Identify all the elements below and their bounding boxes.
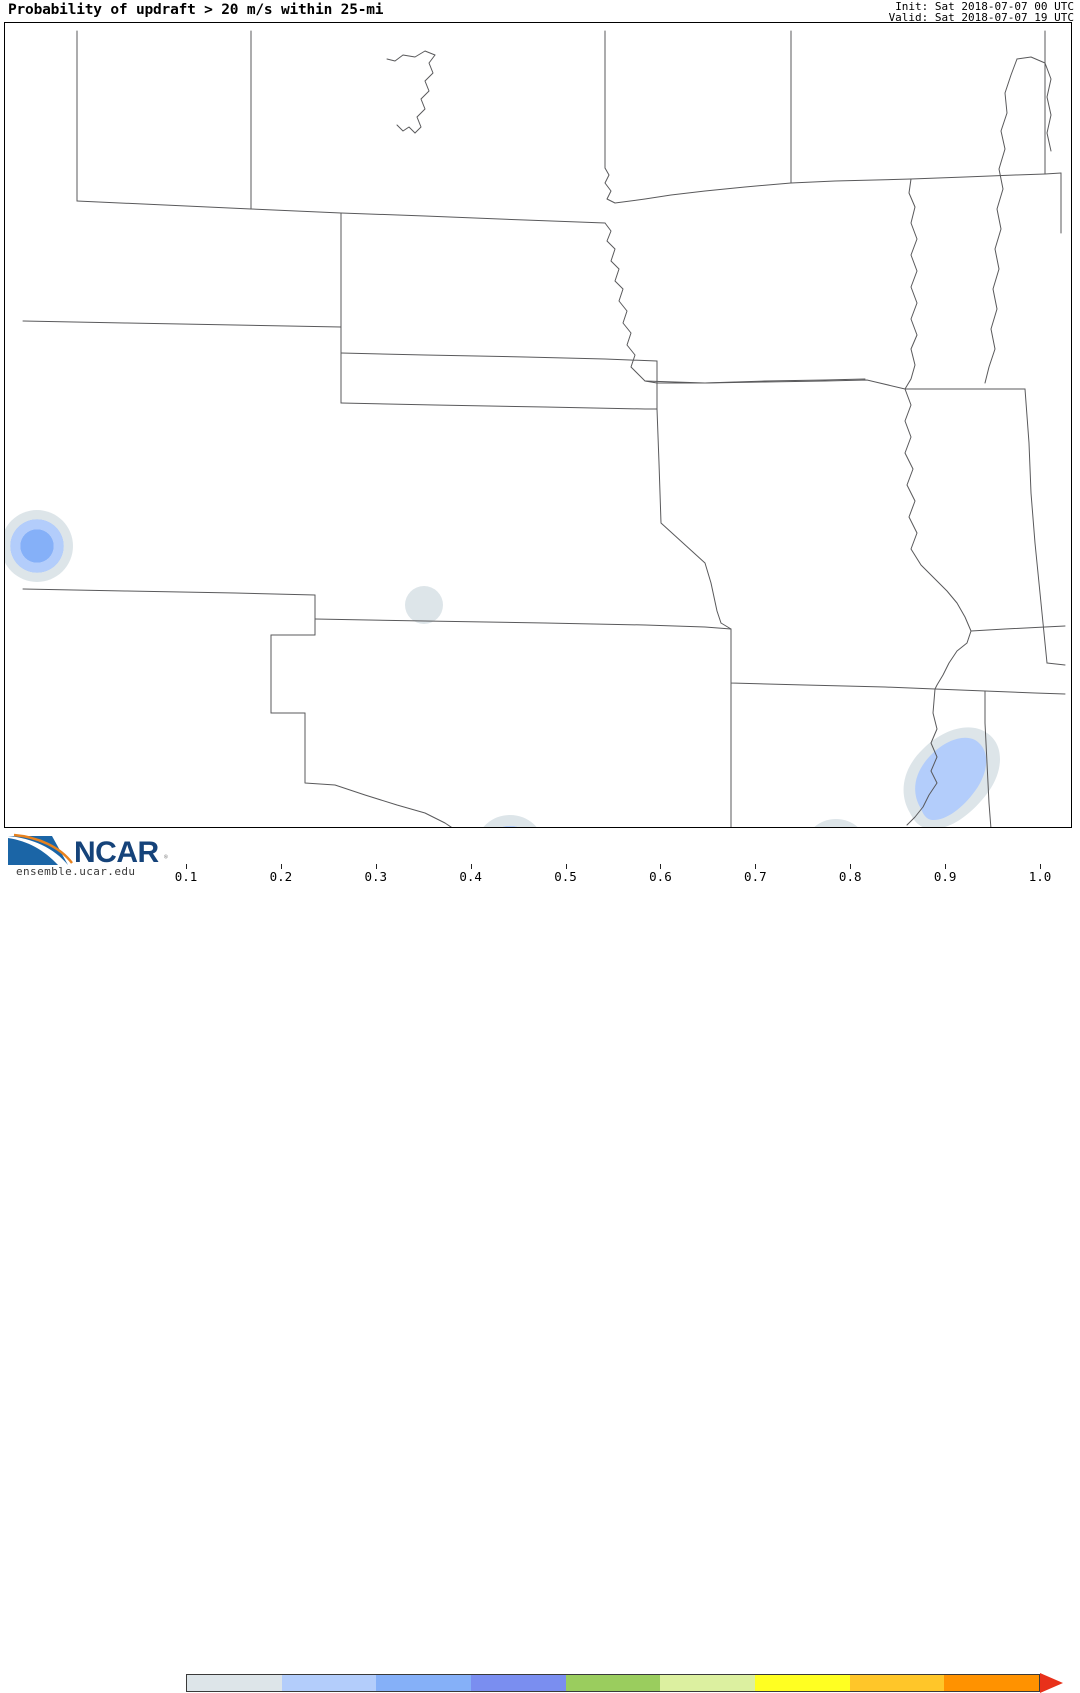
footer-bar: NCAR ensemble.ucar.edu ® bbox=[0, 828, 1080, 1693]
colorbar-segment-0.5-0.6 bbox=[565, 1675, 661, 1691]
registered-trademark-icon: ® bbox=[164, 854, 168, 861]
colorbar-segment-0.8-0.9 bbox=[849, 1675, 945, 1691]
ncar-logo-text: NCAR bbox=[74, 836, 159, 869]
probability-field bbox=[5, 510, 1000, 827]
ncar-logo-url[interactable]: ensemble.ucar.edu bbox=[16, 865, 136, 878]
probability-colorbar[interactable] bbox=[186, 1674, 1040, 1692]
colorbar-tickmark bbox=[1040, 864, 1041, 869]
ncar-logo[interactable]: NCAR bbox=[6, 832, 176, 884]
colorbar-tick-label: 0.3 bbox=[364, 869, 388, 884]
ncar-logo-swoosh bbox=[8, 836, 68, 865]
colorbar-extend-arrow-icon bbox=[1040, 1673, 1063, 1693]
prob-blob-colorado bbox=[5, 510, 73, 582]
ncar-logo-arc bbox=[13, 833, 73, 864]
colorbar-tickmark bbox=[470, 864, 472, 869]
colorbar-segment-0.1-0.2 bbox=[187, 1675, 282, 1691]
colorbar-tick-label: 0.6 bbox=[649, 869, 672, 884]
valid-time: Valid: Sat 2018-07-07 19 UTC bbox=[888, 11, 1074, 24]
colorbar-segment-0.7-0.8 bbox=[755, 1675, 850, 1691]
colorbar-tickmark bbox=[186, 864, 187, 869]
init-time: Init: Sat 2018-07-07 00 UTC bbox=[895, 0, 1074, 13]
colorbar-tickmark bbox=[565, 864, 567, 869]
prob-blob-southeast-texas bbox=[814, 819, 858, 827]
colorbar-tick-label: 0.7 bbox=[744, 869, 767, 884]
colorbar-tickmark bbox=[660, 864, 662, 869]
colorbar-tick-label: 0.4 bbox=[459, 869, 482, 884]
colorbar-tick-label: 1.0 bbox=[1028, 869, 1052, 884]
colorbar-tick-label: 0.8 bbox=[838, 869, 862, 884]
colorbar-segment-0.3-0.4 bbox=[376, 1675, 472, 1691]
timestamp-block: Init: Sat 2018-07-07 00 UTC Valid: Sat 2… bbox=[889, 1, 1074, 23]
colorbar-segment-0.4-0.5 bbox=[471, 1675, 566, 1691]
colorbar-tick-label: 0.5 bbox=[554, 869, 577, 884]
colorbar-tickmark bbox=[375, 864, 377, 869]
colorbar-tickmark bbox=[755, 864, 757, 869]
prob-blob-mississippi bbox=[903, 727, 1000, 827]
colorbar-tickmark bbox=[945, 864, 947, 869]
header-bar: Probability of updraft > 20 m/s within 2… bbox=[0, 0, 1080, 23]
map-canvas bbox=[5, 30, 1066, 827]
colorbar-tick-label: 0.9 bbox=[933, 869, 957, 884]
colorbar-tick-label: 0.1 bbox=[174, 869, 198, 884]
prob-blob-kansas bbox=[405, 586, 443, 624]
colorbar-segment-0.9-1.0 bbox=[944, 1675, 1040, 1691]
prob-blob-south-texas bbox=[483, 815, 537, 827]
colorbar-tickmark bbox=[280, 864, 282, 869]
colorbar-tick-label: 0.2 bbox=[269, 869, 293, 884]
colorbar-tickmark bbox=[850, 864, 852, 869]
map-panel[interactable] bbox=[4, 22, 1072, 828]
colorbar-segment-0.2-0.3 bbox=[281, 1675, 377, 1691]
colorbar-segment-0.6-0.7 bbox=[660, 1675, 756, 1691]
page-title: Probability of updraft > 20 m/s within 2… bbox=[8, 2, 384, 18]
state-boundaries bbox=[22, 30, 1066, 827]
